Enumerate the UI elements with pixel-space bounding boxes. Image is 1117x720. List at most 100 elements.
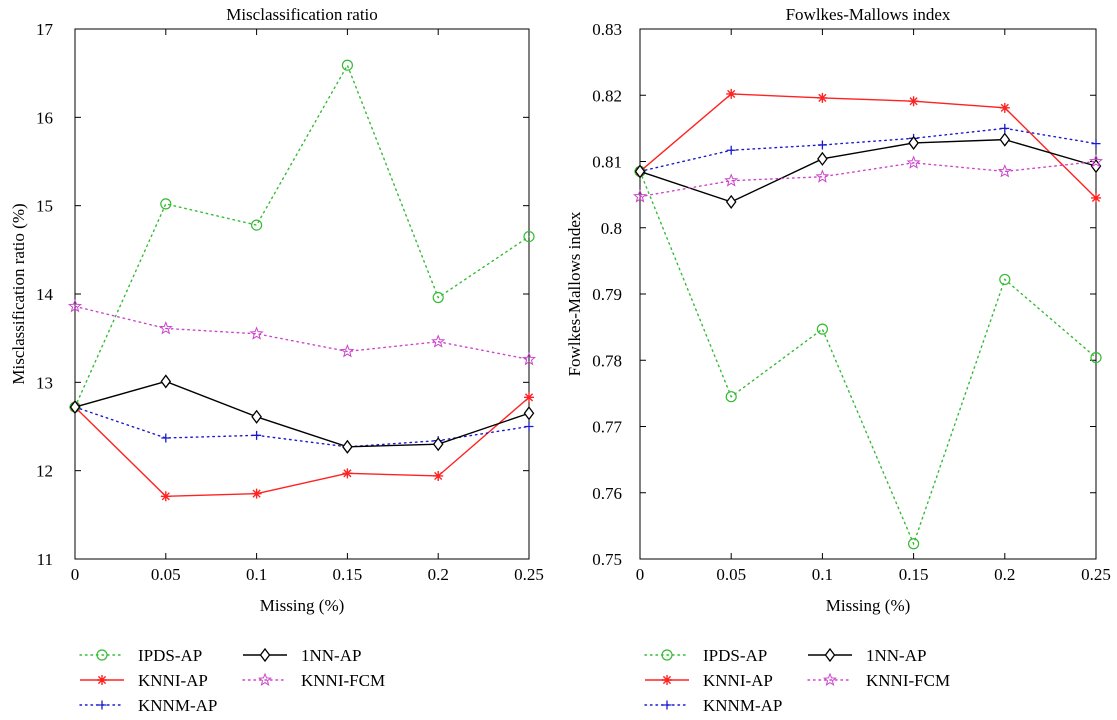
data-point <box>1091 192 1101 203</box>
data-point <box>433 470 444 481</box>
legend-marker <box>662 675 672 685</box>
x-tick-label: 0.15 <box>899 565 929 584</box>
x-tick-label: 0 <box>636 565 645 584</box>
data-point <box>251 409 262 424</box>
data-point <box>69 399 81 415</box>
y-tick-label: 0.75 <box>592 550 622 569</box>
data-point <box>160 491 171 502</box>
y-tick-label: 17 <box>36 20 54 39</box>
x-tick-label: 0.1 <box>812 565 833 584</box>
y-tick-label: 11 <box>37 550 53 569</box>
y-tick-label: 0.83 <box>592 20 622 39</box>
chart-title: Misclassification ratio <box>226 5 378 24</box>
data-point <box>997 164 1012 178</box>
legend-marker <box>824 647 836 663</box>
data-point <box>251 488 262 499</box>
data-point <box>999 132 1011 147</box>
series-knni-ap <box>635 88 1101 203</box>
y-tick-label: 12 <box>36 462 53 481</box>
data-point <box>523 230 535 243</box>
chart-panel-1: Misclassification ratio 0 0.05 0.1 0.15 0.2 0.… <box>9 5 544 715</box>
data-point <box>724 173 739 187</box>
legend-marker <box>97 675 107 685</box>
series-knnm-ap <box>70 402 534 452</box>
y-tick-label: 0.82 <box>592 86 622 105</box>
x-tick-label: 0.1 <box>246 565 267 584</box>
series-line <box>639 93 1097 199</box>
data-point <box>67 299 83 313</box>
series-knnm-ap <box>635 123 1101 176</box>
series-1nn-ap <box>69 374 535 454</box>
series-line <box>639 127 1097 173</box>
data-point <box>160 198 172 210</box>
data-point <box>1088 154 1104 168</box>
x-axis-label: Missing (%) <box>826 596 911 615</box>
data-point <box>160 374 172 389</box>
data-point <box>524 392 534 403</box>
series-1nn-ap <box>634 132 1102 209</box>
y-axis-label: Misclassification ratio (%) <box>9 203 28 384</box>
x-tick-label: 0.2 <box>994 565 1015 584</box>
y-tick-label: 15 <box>36 197 53 216</box>
data-point <box>816 323 829 335</box>
data-point <box>342 439 353 454</box>
data-point <box>431 334 446 348</box>
series-line <box>74 305 530 361</box>
series-line <box>639 160 1097 198</box>
legend-label: IPDS-AP <box>138 646 202 665</box>
x-tick-label: 0.2 <box>428 565 449 584</box>
legend: IPDS-AP KNNI-AP KNNM-AP 1NN-AP KNNI-FCM <box>644 646 950 715</box>
series-line <box>74 406 530 448</box>
data-point <box>523 406 535 421</box>
data-point <box>908 135 919 151</box>
x-tick-label: 0.25 <box>1081 565 1111 584</box>
x-tick-label: 0.25 <box>514 565 544 584</box>
data-point <box>726 145 736 155</box>
data-point <box>632 189 648 203</box>
axes-box <box>639 28 1097 560</box>
data-point <box>725 391 737 403</box>
series-knni-fcm <box>632 154 1104 203</box>
legend-marker <box>822 672 838 686</box>
legend-marker <box>97 700 107 710</box>
series-line <box>639 170 1097 546</box>
data-point <box>726 88 737 99</box>
data-point <box>634 164 646 179</box>
y-tick-label: 14 <box>36 285 54 304</box>
series-line <box>639 138 1097 203</box>
data-point <box>252 430 262 440</box>
series-line <box>74 396 530 497</box>
data-point <box>251 219 263 231</box>
series-line <box>74 63 530 408</box>
y-axis-label: Fowlkes-Mallows index <box>565 211 584 376</box>
x-tick-label: 0 <box>71 565 80 584</box>
legend-label: KNNI-AP <box>703 671 773 690</box>
x-tick-label: 0.05 <box>716 565 746 584</box>
data-point <box>999 273 1011 286</box>
y-tick-label: 16 <box>36 108 53 127</box>
axes-box <box>74 28 530 560</box>
data-point <box>342 468 353 479</box>
y-tick-label: 0.8 <box>601 219 622 238</box>
data-point <box>161 433 171 443</box>
y-tick-label: 0.78 <box>592 351 622 370</box>
y-tick-label: 0.79 <box>592 285 622 304</box>
x-axis-label: Missing (%) <box>260 596 345 615</box>
x-tick-label: 0.15 <box>333 565 363 584</box>
data-point <box>432 291 444 304</box>
data-point <box>158 321 173 335</box>
legend-marker <box>662 700 672 710</box>
series-ipds-ap <box>69 59 535 413</box>
data-point <box>524 422 534 431</box>
data-point <box>817 140 827 150</box>
data-point <box>1091 139 1101 149</box>
legend-label: KNNM-AP <box>703 696 782 715</box>
legend-marker <box>257 672 273 686</box>
legend-marker <box>661 649 673 661</box>
data-point <box>1000 123 1010 133</box>
data-point <box>725 194 737 209</box>
legend-label: IPDS-AP <box>703 646 767 665</box>
data-point <box>815 169 830 183</box>
legend-label: KNNI-AP <box>138 671 208 690</box>
y-tick-label: 0.77 <box>592 418 622 437</box>
